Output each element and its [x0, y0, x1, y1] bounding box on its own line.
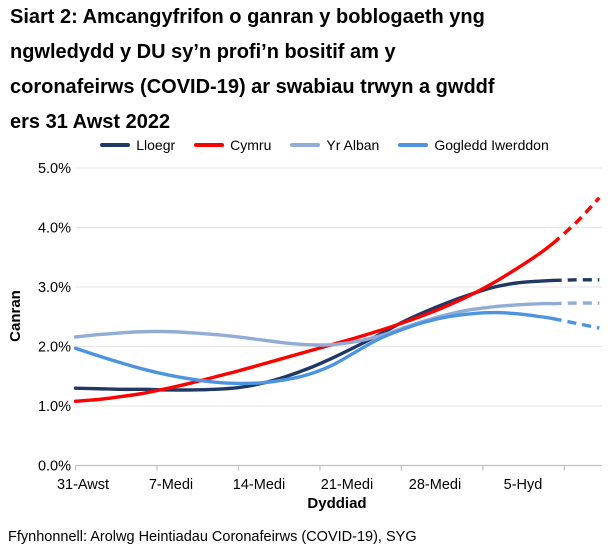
chart-title-line: ers 31 Awst 2022 [10, 111, 171, 133]
legend-label: Gogledd Iwerddon [434, 137, 549, 153]
x-tick-label: 7-Medi [149, 477, 193, 493]
x-tick-label: 14-Medi [233, 477, 285, 493]
chart-title-line: Siart 2: Amcangyfrifon o ganran y boblog… [10, 6, 485, 28]
x-tick-label: 31-Awst [57, 477, 109, 493]
legend-item-lloegr: Lloegr [100, 137, 175, 153]
x-axis-title: Dyddiad [307, 495, 367, 512]
series-line-gogledd-iwerddon [73, 310, 555, 386]
legend-line-swatch [194, 143, 225, 147]
legend-item-cymru: Cymru [194, 137, 271, 153]
chart-title: Siart 2: Amcangyfrifon o ganran y boblog… [10, 0, 555, 140]
legend-item-yr-alban: Yr Alban [290, 137, 379, 153]
legend-label: Yr Alban [326, 137, 380, 153]
legend-item-gogledd-iwerddon: Gogledd Iwerddon [398, 137, 549, 153]
legend-line-swatch [398, 143, 429, 147]
chart-title-line: ngwledydd y DU sy’n profi’n bositif am y [10, 41, 396, 63]
y-tick-label: 5.0% [38, 161, 71, 177]
x-tick-label: 21-Medi [321, 477, 373, 493]
series-line-lloegr [73, 278, 555, 392]
series-line-yr-alban [73, 301, 555, 347]
series-line-dashed-cymru [551, 196, 601, 245]
series-line-dashed-lloegr [552, 278, 600, 283]
series-line-dashed-yr-alban [552, 301, 600, 306]
y-tick-label: 2.0% [38, 340, 71, 356]
y-tick-label: 3.0% [38, 280, 71, 296]
y-tick-label: 0.0% [38, 459, 71, 475]
chart-legend: Lloegr Cymru Yr Alban Gogledd Iwerddon [0, 135, 613, 155]
source-note: Ffynhonnell: Arolwg Heintiadau Coronafei… [8, 529, 417, 545]
legend-line-swatch [100, 143, 131, 147]
series-line-cymru [73, 241, 555, 403]
y-tick-label: 4.0% [38, 221, 71, 237]
series-line-dashed-gogledd-iwerddon [552, 316, 600, 330]
x-tick-label: 5-Hyd [504, 477, 543, 493]
chart-title-line: coronafeirws (COVID-19) ar swabiau trwyn… [10, 76, 495, 98]
y-tick-label: 1.0% [38, 399, 71, 415]
legend-label: Cymru [230, 137, 272, 153]
x-tick-label: 28-Medi [409, 477, 461, 493]
legend-line-swatch [290, 143, 321, 147]
legend-label: Lloegr [136, 137, 176, 153]
y-axis-title: Canran [7, 290, 24, 342]
